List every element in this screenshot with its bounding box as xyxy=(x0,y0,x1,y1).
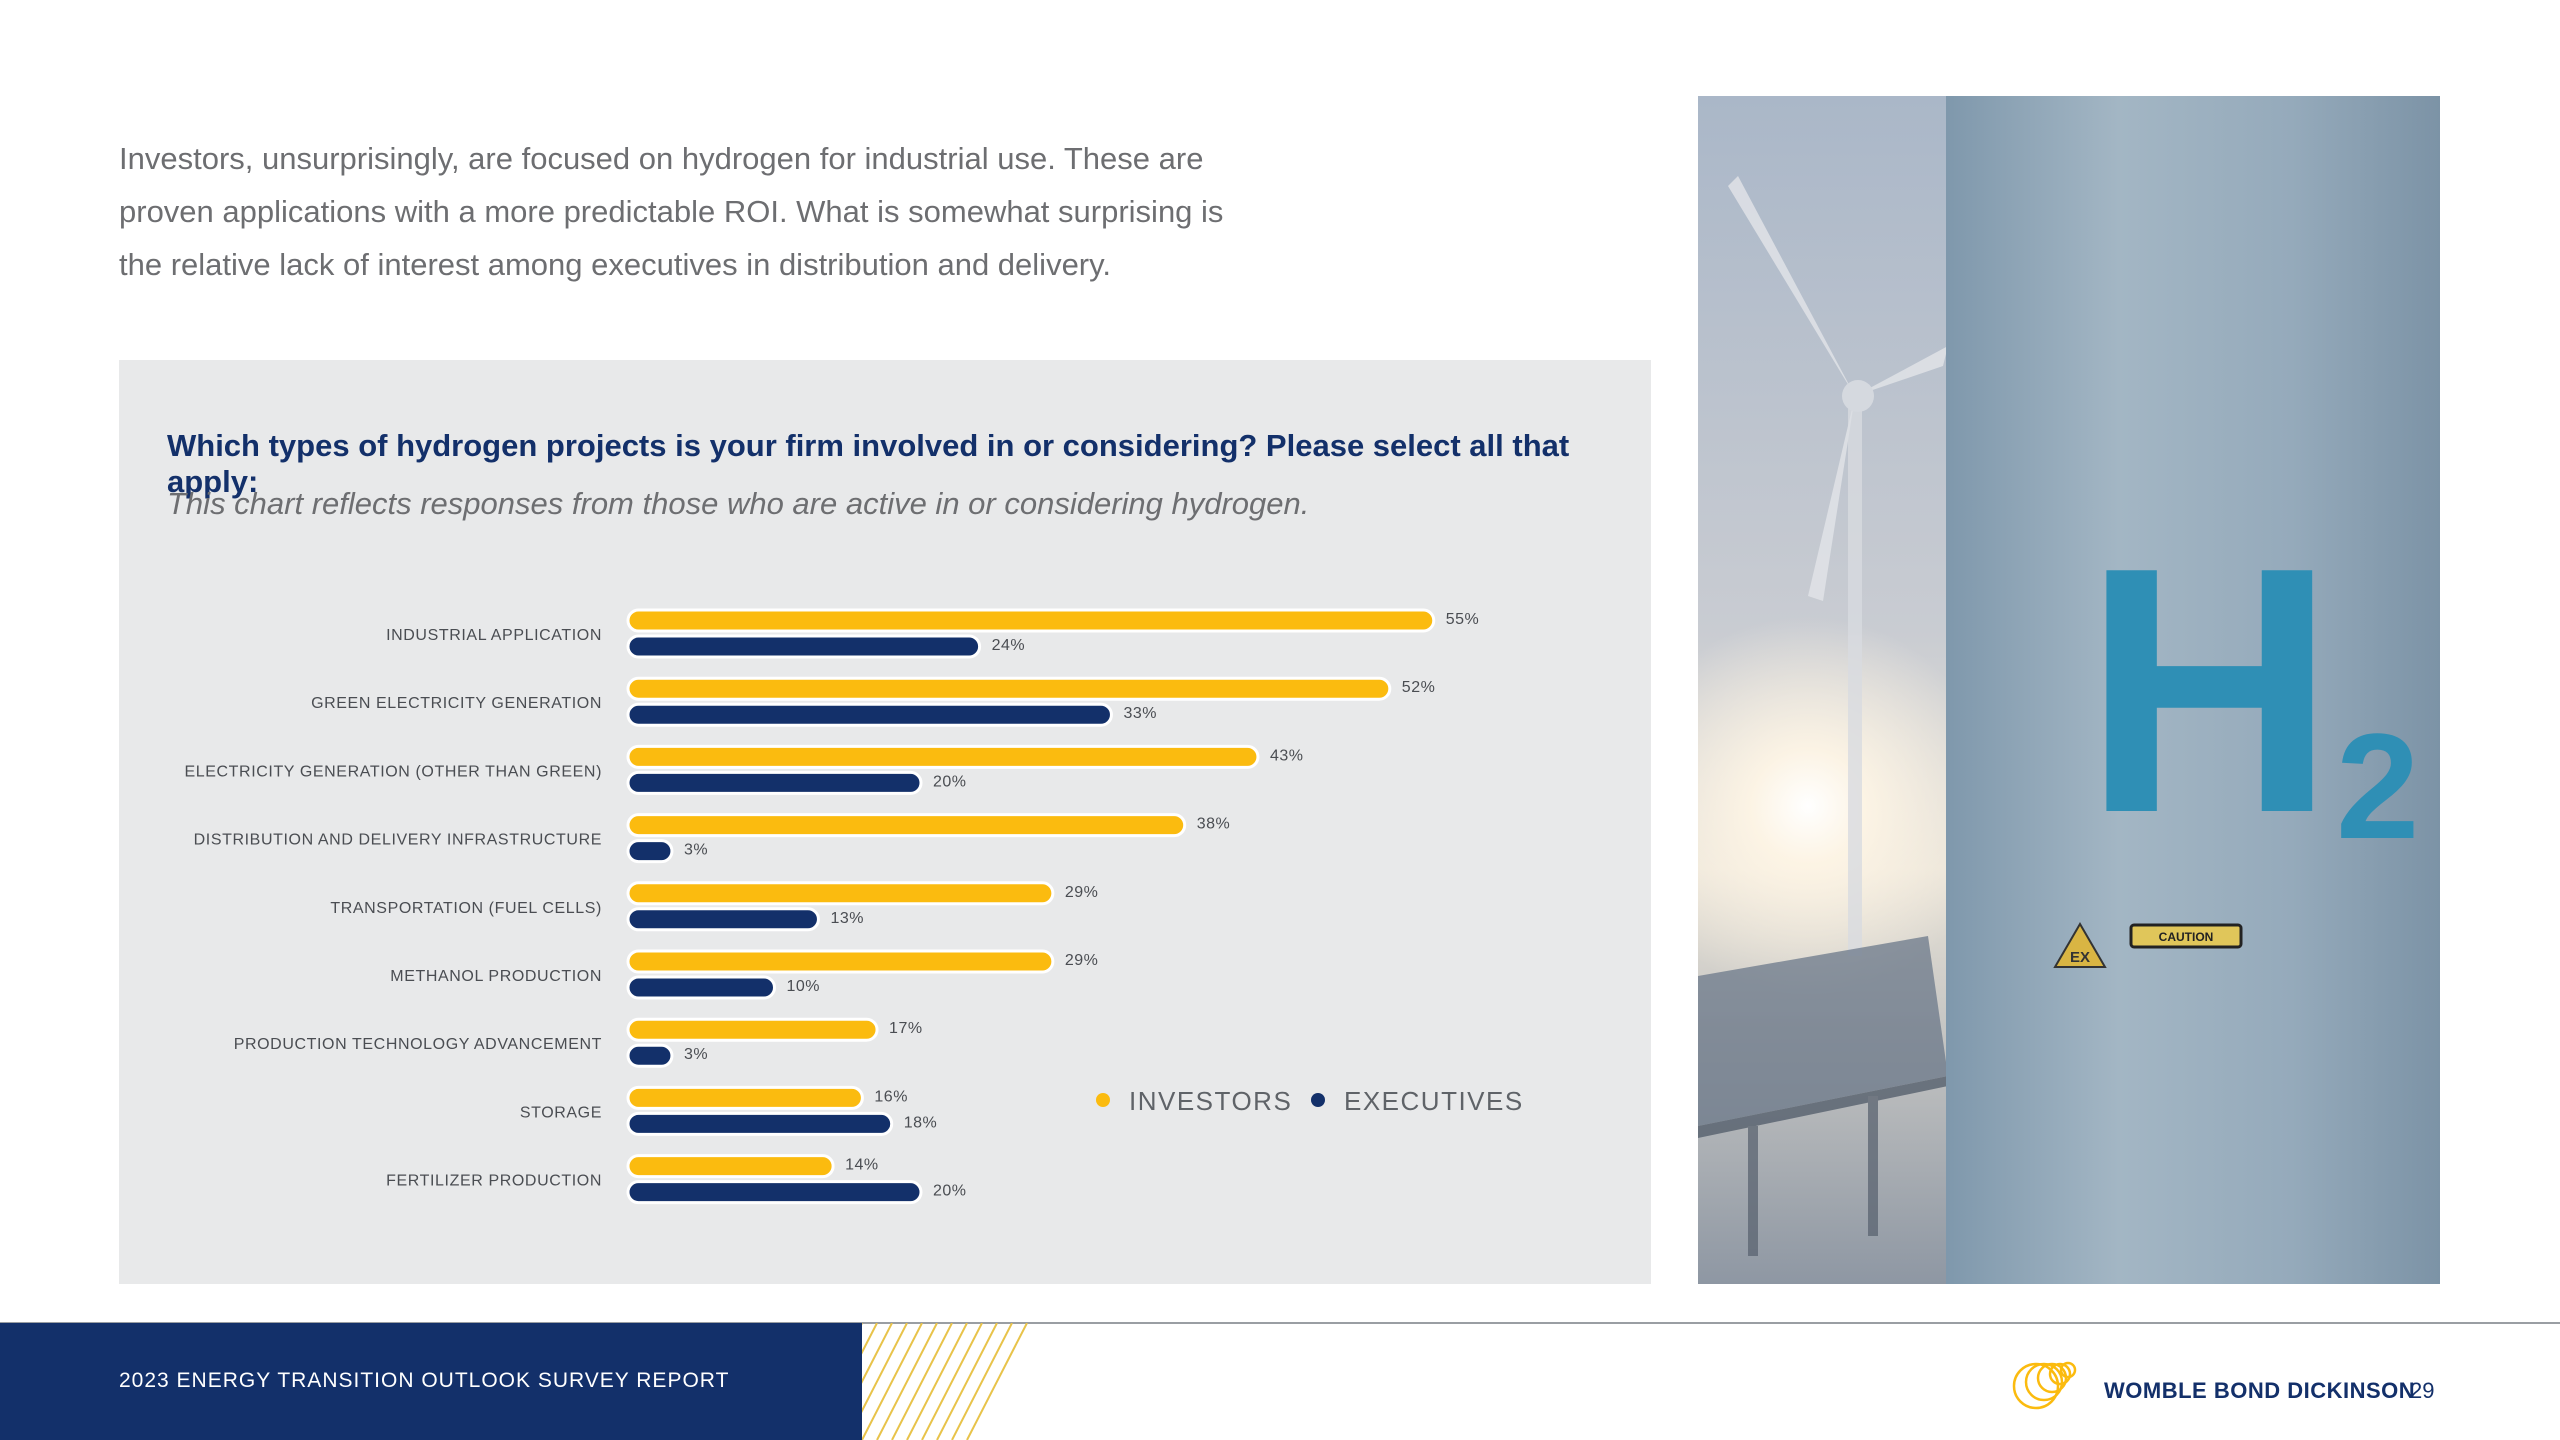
footer-report-title: 2023 ENERGY TRANSITION OUTLOOK SURVEY RE… xyxy=(119,1369,730,1392)
data-label: 3% xyxy=(684,1046,708,1063)
data-label: 10% xyxy=(787,978,821,995)
executives-bar xyxy=(626,702,1113,727)
hydrogen-tank-photo: H 2 EX CAUTION xyxy=(1698,96,2440,1284)
data-label: 18% xyxy=(904,1114,938,1131)
category-label: FERTILIZER PRODUCTION xyxy=(386,1173,602,1190)
data-label: 29% xyxy=(1065,952,1099,969)
data-label: 16% xyxy=(874,1088,908,1105)
legend-investors-label: INVESTORS xyxy=(1129,1086,1292,1116)
data-label: 43% xyxy=(1270,747,1304,764)
executives-bar xyxy=(626,1111,894,1136)
executives-bar xyxy=(626,1180,923,1205)
data-label: 3% xyxy=(684,842,708,859)
investors-bar xyxy=(626,813,1187,838)
page-number: 29 xyxy=(2410,1378,2435,1403)
legend-investors-dot xyxy=(1096,1093,1110,1107)
category-label: DISTRIBUTION AND DELIVERY INFRASTRUCTURE xyxy=(194,832,602,849)
data-label: 38% xyxy=(1197,816,1231,833)
footer-stripes-decoration xyxy=(862,1323,1032,1440)
executives-bar xyxy=(626,839,674,864)
data-label: 17% xyxy=(889,1020,923,1037)
warning-sign-text: EX xyxy=(2070,949,2090,966)
category-label: STORAGE xyxy=(520,1104,602,1121)
data-label: 55% xyxy=(1446,611,1480,628)
data-label: 24% xyxy=(992,637,1026,654)
solar-panel-icon xyxy=(1698,936,1948,1256)
data-label: 20% xyxy=(933,773,967,790)
executives-bar xyxy=(626,1043,674,1068)
h2-symbol: H xyxy=(2083,495,2336,886)
caution-label: CAUTION xyxy=(2129,923,2243,949)
legend-executives-dot xyxy=(1311,1093,1325,1107)
chart-title: Which types of hydrogen projects is your… xyxy=(167,428,1570,499)
chart-panel: Which types of hydrogen projects is your… xyxy=(119,360,1651,1284)
investors-bar xyxy=(626,881,1055,906)
legend-executives-label: EXECUTIVES xyxy=(1344,1086,1524,1116)
investors-bar xyxy=(626,744,1260,769)
chart-subtitle: This chart reflects responses from those… xyxy=(167,486,1310,521)
wbd-logo-icon xyxy=(2012,1361,2077,1410)
category-label: PRODUCTION TECHNOLOGY ADVANCEMENT xyxy=(234,1036,602,1053)
category-label: GREEN ELECTRICITY GENERATION xyxy=(311,695,602,712)
investors-bar xyxy=(626,1085,864,1110)
category-label: TRANSPORTATION (FUEL CELLS) xyxy=(330,900,602,917)
category-label: INDUSTRIAL APPLICATION xyxy=(386,627,602,644)
footer-band xyxy=(0,1323,862,1440)
category-label: ELECTRICITY GENERATION (OTHER THAN GREEN… xyxy=(184,763,602,780)
investors-bar xyxy=(626,1017,879,1042)
investors-bar xyxy=(626,1154,835,1179)
executives-bar xyxy=(626,907,820,932)
executives-bar xyxy=(626,770,923,795)
h2-subscript: 2 xyxy=(2336,702,2419,870)
data-label: 20% xyxy=(933,1183,967,1200)
intro-paragraph: Investors, unsurprisingly, are focused o… xyxy=(119,141,1224,282)
wind-turbine-icon xyxy=(1728,176,1948,956)
investors-bar xyxy=(626,676,1392,701)
tank-surface xyxy=(1946,96,2440,1284)
caution-text: CAUTION xyxy=(2159,930,2214,944)
data-label: 29% xyxy=(1065,884,1099,901)
investors-bar xyxy=(626,949,1055,974)
sun-glow xyxy=(1698,616,1998,996)
footer-divider xyxy=(0,1322,2560,1324)
brand-name: WOMBLE BOND DICKINSON xyxy=(2104,1378,2416,1403)
category-label: METHANOL PRODUCTION xyxy=(390,968,602,985)
warning-sign-icon: EX xyxy=(2053,922,2107,968)
executives-bar xyxy=(626,634,982,659)
executives-bar xyxy=(626,975,776,1000)
data-label: 33% xyxy=(1123,705,1157,722)
data-label: 13% xyxy=(830,910,864,927)
bar-chart: INDUSTRIAL APPLICATION 55% 24% GREEN ELECTR… xyxy=(184,608,1524,1205)
investors-bar xyxy=(626,608,1436,633)
data-label: 52% xyxy=(1402,679,1436,696)
data-label: 14% xyxy=(845,1157,879,1174)
